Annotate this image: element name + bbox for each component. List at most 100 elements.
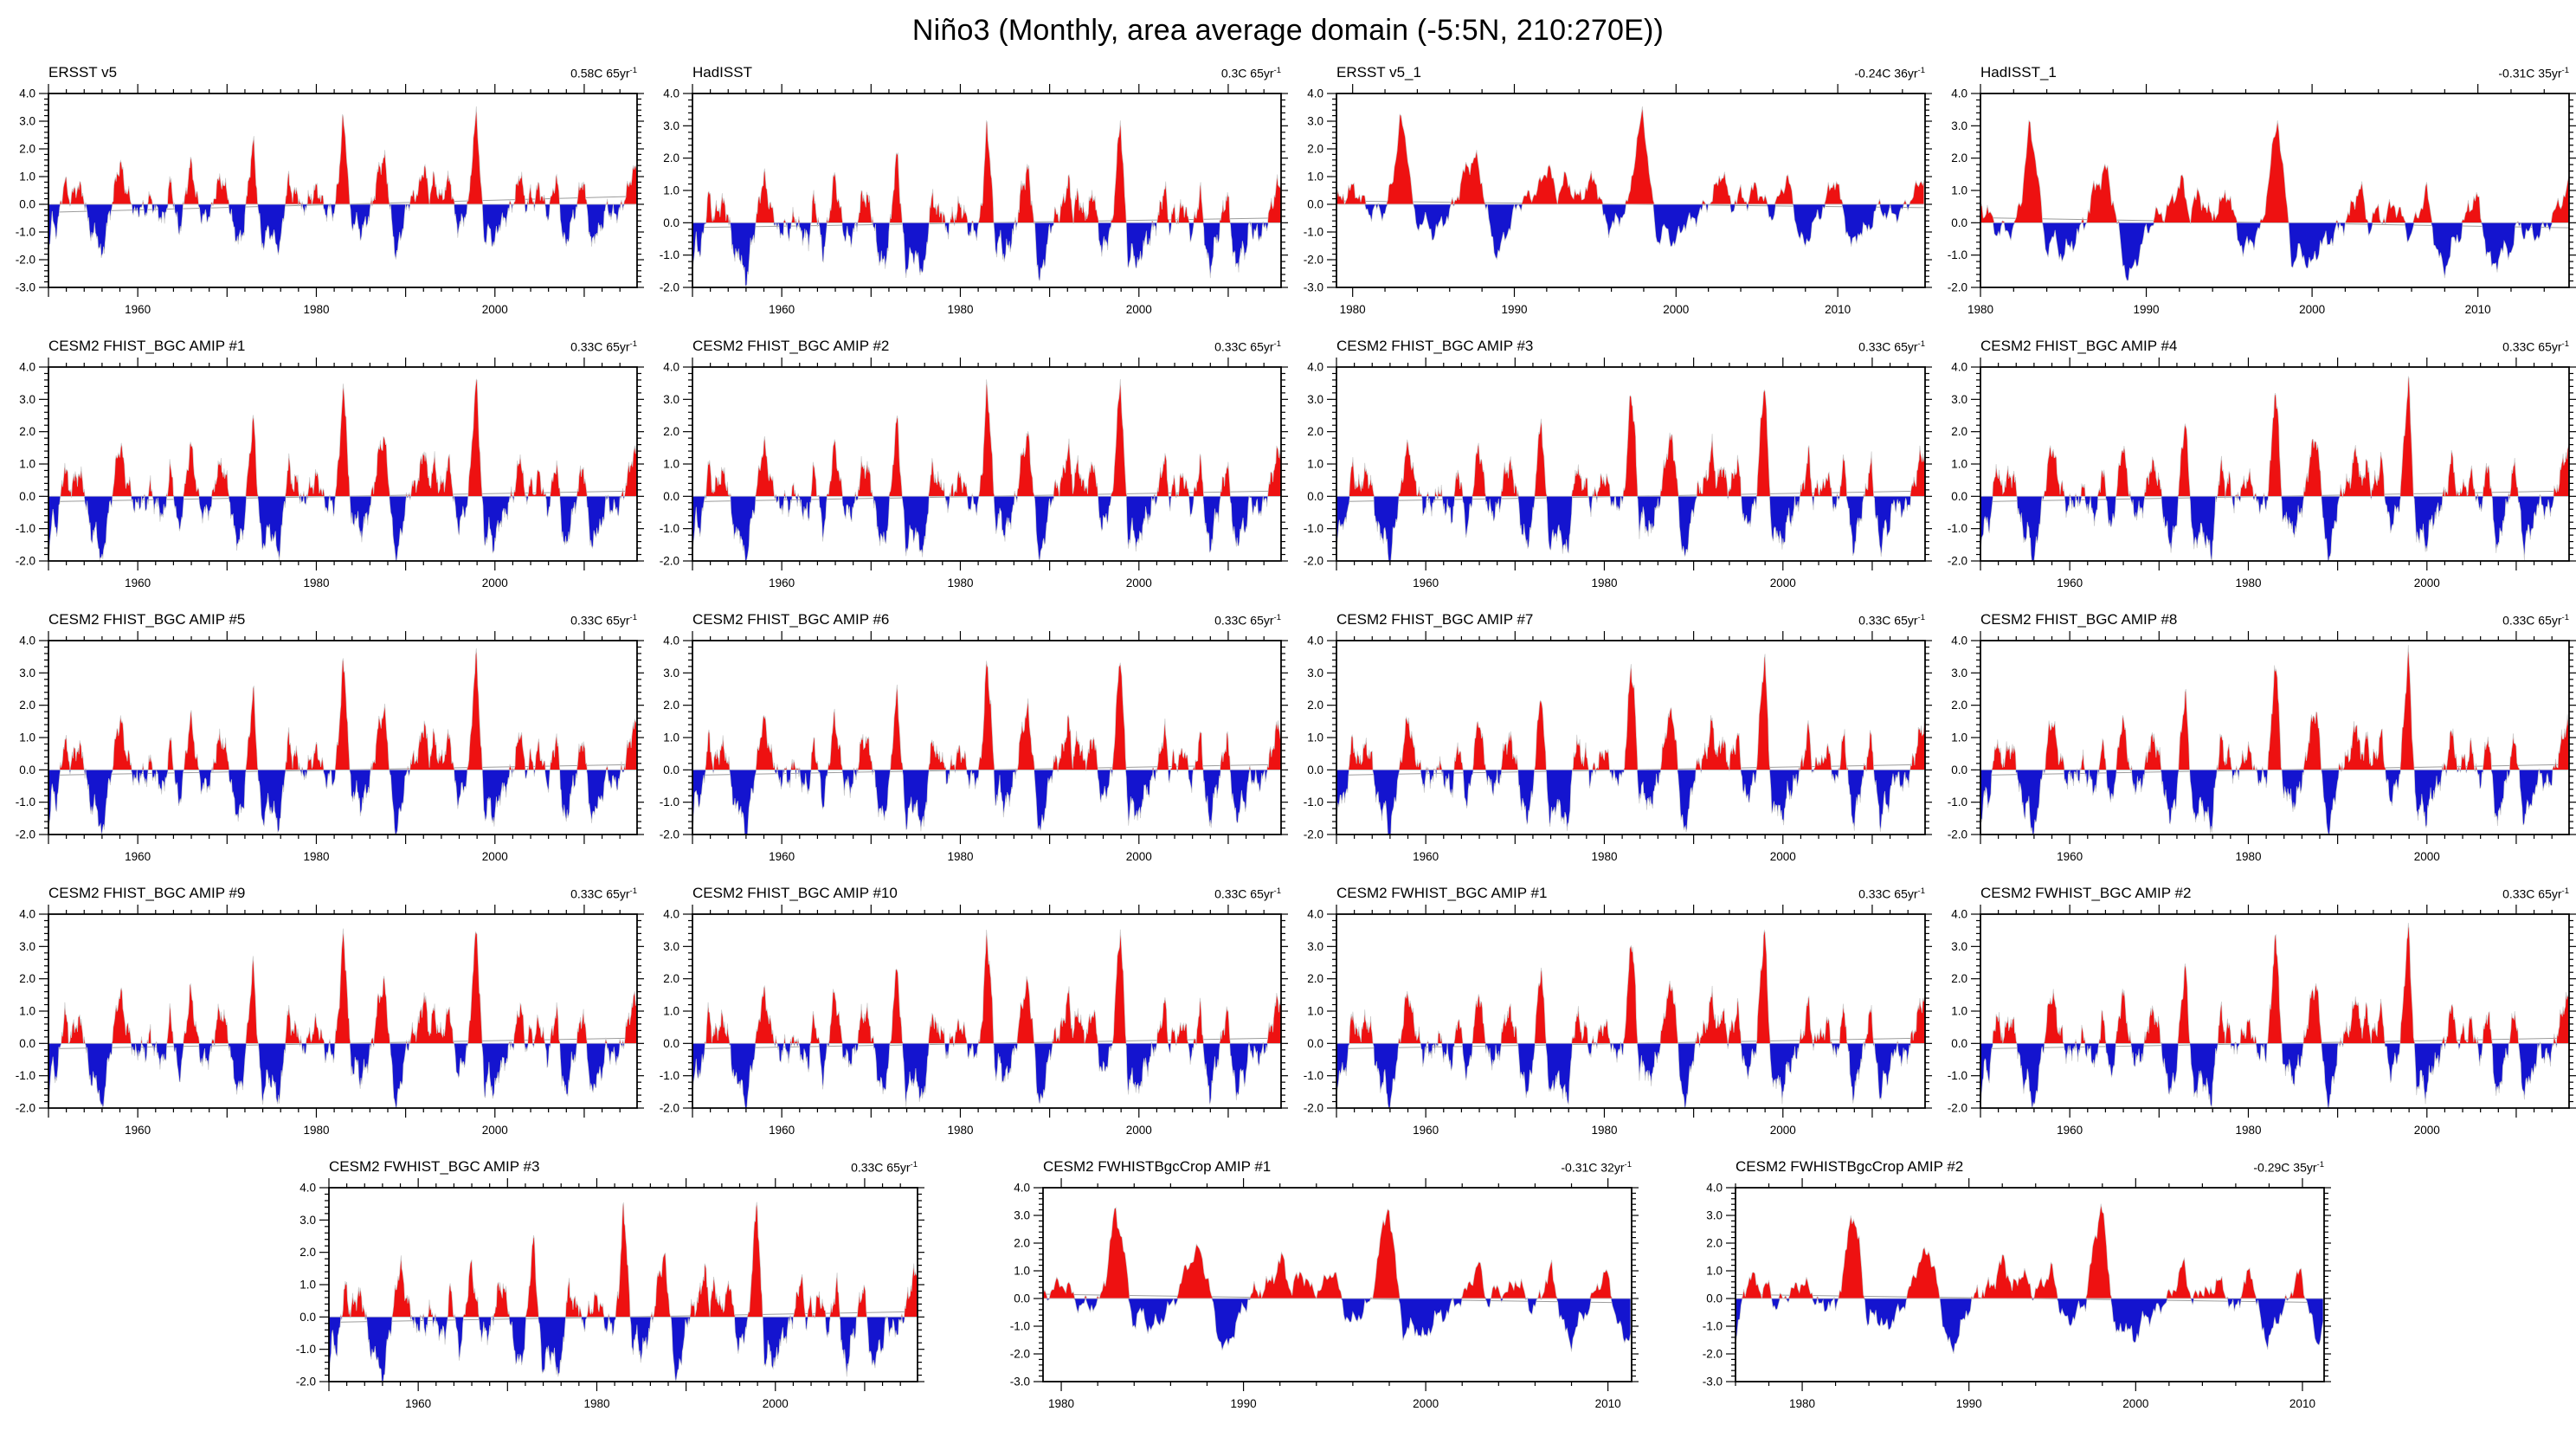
svg-text:3.0: 3.0: [663, 119, 679, 132]
svg-text:4.0: 4.0: [19, 908, 35, 921]
chart-panel: CESM2 FWHIST_BGC AMIP #3 0.33C 65yr-1 -2…: [280, 1157, 924, 1430]
chart-title: ERSST v5_1: [1336, 64, 1421, 81]
svg-text:1980: 1980: [303, 850, 329, 863]
svg-text:1980: 1980: [2235, 850, 2261, 863]
chart-header: CESM2 FHIST_BGC AMIP #5 0.33C 65yr-1: [0, 609, 644, 628]
svg-text:-3.0: -3.0: [1703, 1376, 1723, 1389]
svg-text:1960: 1960: [125, 1124, 151, 1137]
svg-text:1.0: 1.0: [1307, 458, 1323, 471]
chart-panel: CESM2 FWHIST_BGC AMIP #1 0.33C 65yr-1 -2…: [1288, 883, 1932, 1157]
svg-text:4.0: 4.0: [1307, 361, 1323, 374]
svg-text:1.0: 1.0: [663, 731, 679, 744]
svg-text:2000: 2000: [1126, 1124, 1152, 1137]
svg-text:-2.0: -2.0: [660, 555, 679, 568]
svg-text:-2.0: -2.0: [16, 828, 35, 841]
svg-text:1990: 1990: [1956, 1397, 1982, 1410]
svg-text:1.0: 1.0: [19, 171, 35, 184]
chart-title: CESM2 FWHIST_BGC AMIP #1: [1336, 885, 1548, 901]
svg-text:-1.0: -1.0: [1010, 1320, 1030, 1333]
svg-text:2.0: 2.0: [1307, 425, 1323, 438]
svg-text:2.0: 2.0: [1014, 1237, 1030, 1250]
svg-text:-2.0: -2.0: [660, 281, 679, 294]
svg-text:-1.0: -1.0: [1304, 226, 1323, 239]
svg-text:2000: 2000: [1126, 850, 1152, 863]
svg-text:0.0: 0.0: [1307, 490, 1323, 503]
chart-plot: -2.0 -1.0 0.0 1.0 2.0 3.0 4.0 1960 1980 2000: [296, 1178, 924, 1410]
svg-text:4.0: 4.0: [1307, 87, 1323, 100]
svg-text:0.0: 0.0: [663, 764, 679, 777]
svg-text:1980: 1980: [947, 850, 973, 863]
svg-text:-1.0: -1.0: [1304, 1069, 1323, 1082]
svg-text:-2.0: -2.0: [1304, 828, 1323, 841]
svg-text:1.0: 1.0: [1951, 458, 1967, 471]
svg-text:1.0: 1.0: [663, 458, 679, 471]
chart-title: CESM2 FWHIST_BGC AMIP #2: [1980, 885, 2192, 901]
chart-plot: -2.0 -1.0 0.0 1.0 2.0 3.0 4.0 1960 1980 2000: [1304, 631, 1932, 863]
svg-text:1980: 1980: [583, 1397, 609, 1410]
charts-bottom-row: CESM2 FWHIST_BGC AMIP #3 0.33C 65yr-1 -2…: [0, 1157, 2576, 1430]
chart-panel: HadISST 0.3C 65yr-1 -2.0 -1.0 0.0 1.0 2.0 3.0…: [644, 62, 1288, 336]
svg-text:-3.0: -3.0: [16, 281, 35, 294]
chart-plot: -3.0 -2.0 -1.0 0.0 1.0 2.0 3.0 4.0 1980 1990 2000 2…: [1010, 1178, 1639, 1410]
svg-text:1960: 1960: [2057, 1124, 2083, 1137]
chart-panel: CESM2 FHIST_BGC AMIP #3 0.33C 65yr-1 -2.…: [1288, 336, 1932, 609]
svg-text:2000: 2000: [482, 1124, 508, 1137]
svg-text:-1.0: -1.0: [660, 248, 679, 261]
chart-panel: CESM2 FHIST_BGC AMIP #9 0.33C 65yr-1 -2.…: [0, 883, 644, 1157]
chart-panel: CESM2 FWHISTBgcCrop AMIP #2 -0.29C 35yr-…: [1687, 1157, 2331, 1430]
svg-text:-2.0: -2.0: [1703, 1348, 1723, 1361]
svg-text:1.0: 1.0: [663, 1005, 679, 1018]
svg-text:2000: 2000: [482, 850, 508, 863]
chart-header: CESM2 FWHIST_BGC AMIP #2 0.33C 65yr-1: [1932, 883, 2576, 902]
chart-plot: -2.0 -1.0 0.0 1.0 2.0 3.0 4.0 1960 1980 2000: [660, 84, 1288, 316]
svg-text:1990: 1990: [2134, 303, 2160, 316]
chart-plot: -2.0 -1.0 0.0 1.0 2.0 3.0 4.0 1960 1980 2000: [16, 358, 644, 590]
chart-plot: -2.0 -1.0 0.0 1.0 2.0 3.0 4.0 1960 1980 2000: [660, 905, 1288, 1137]
svg-text:2000: 2000: [482, 303, 508, 316]
svg-text:-2.0: -2.0: [660, 1102, 679, 1115]
svg-text:1.0: 1.0: [19, 731, 35, 744]
chart-panel: CESM2 FHIST_BGC AMIP #6 0.33C 65yr-1 -2.…: [644, 609, 1288, 883]
svg-text:0.0: 0.0: [1706, 1292, 1723, 1305]
svg-text:1980: 1980: [947, 303, 973, 316]
svg-text:0.0: 0.0: [1951, 1037, 1967, 1050]
chart-trend-label: 0.3C 65yr-1: [1220, 66, 1281, 81]
svg-text:4.0: 4.0: [1951, 635, 1967, 648]
svg-text:2010: 2010: [1595, 1397, 1621, 1410]
svg-text:2000: 2000: [1770, 577, 1796, 590]
svg-text:-1.0: -1.0: [1304, 522, 1323, 535]
svg-text:3.0: 3.0: [1307, 115, 1323, 128]
chart-plot: -2.0 -1.0 0.0 1.0 2.0 3.0 4.0 1960 1980 2000: [660, 631, 1288, 863]
svg-text:1960: 1960: [769, 850, 795, 863]
svg-text:2.0: 2.0: [663, 699, 679, 712]
svg-text:-2.0: -2.0: [16, 254, 35, 267]
chart-trend-label: 0.33C 65yr-1: [570, 613, 637, 628]
svg-text:-2.0: -2.0: [1304, 254, 1323, 267]
svg-text:1980: 1980: [2235, 577, 2261, 590]
chart-trend-label: 0.33C 65yr-1: [570, 886, 637, 901]
svg-text:-2.0: -2.0: [660, 828, 679, 841]
chart-title: CESM2 FHIST_BGC AMIP #5: [48, 611, 246, 628]
svg-text:2.0: 2.0: [19, 972, 35, 985]
svg-text:2010: 2010: [1825, 303, 1851, 316]
chart-header: CESM2 FWHISTBgcCrop AMIP #1 -0.31C 32yr-…: [995, 1157, 1639, 1176]
chart-panel: CESM2 FHIST_BGC AMIP #1 0.33C 65yr-1 -2.…: [0, 336, 644, 609]
svg-text:1.0: 1.0: [19, 458, 35, 471]
svg-text:2.0: 2.0: [1951, 972, 1967, 985]
chart-title: CESM2 FHIST_BGC AMIP #4: [1980, 338, 2178, 354]
svg-text:2000: 2000: [2414, 850, 2440, 863]
chart-title: CESM2 FWHISTBgcCrop AMIP #2: [1736, 1158, 1964, 1175]
svg-text:-3.0: -3.0: [1010, 1376, 1030, 1389]
chart-title: CESM2 FHIST_BGC AMIP #7: [1336, 611, 1534, 628]
svg-text:-1.0: -1.0: [16, 1069, 35, 1082]
svg-text:0.0: 0.0: [1951, 216, 1967, 229]
svg-text:0.0: 0.0: [1951, 764, 1967, 777]
chart-plot: -2.0 -1.0 0.0 1.0 2.0 3.0 4.0 1960 1980 2000: [1948, 358, 2576, 590]
chart-header: CESM2 FHIST_BGC AMIP #9 0.33C 65yr-1: [0, 883, 644, 902]
chart-trend-label: 0.33C 65yr-1: [851, 1160, 918, 1175]
svg-text:1980: 1980: [1591, 1124, 1617, 1137]
svg-text:1980: 1980: [1789, 1397, 1815, 1410]
svg-text:-1.0: -1.0: [296, 1343, 316, 1356]
chart-plot: -2.0 -1.0 0.0 1.0 2.0 3.0 4.0 1960 1980 2000: [1304, 358, 1932, 590]
